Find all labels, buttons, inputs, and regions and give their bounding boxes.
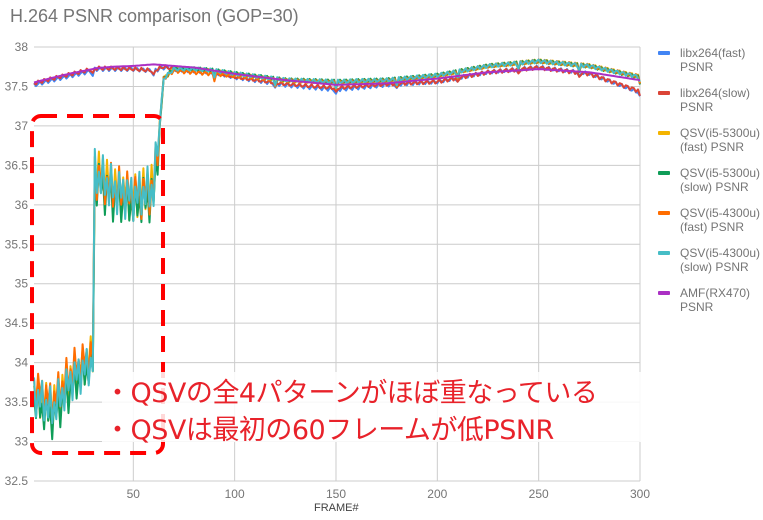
series-line bbox=[33, 63, 641, 86]
legend-item-qsv-4300u-slow[interactable]: QSV(i5-4300u) (slow) PSNR bbox=[658, 246, 763, 286]
svg-text:37: 37 bbox=[15, 119, 29, 133]
svg-text:36.5: 36.5 bbox=[5, 158, 29, 172]
svg-text:37.5: 37.5 bbox=[5, 79, 29, 93]
legend-swatch-icon bbox=[658, 131, 670, 135]
svg-text:32.5: 32.5 bbox=[5, 474, 29, 488]
svg-text:34.5: 34.5 bbox=[5, 316, 29, 330]
svg-text:33: 33 bbox=[15, 435, 29, 449]
legend-item-qsv-5300u-slow[interactable]: QSV(i5-5300u) (slow) PSNR bbox=[658, 166, 763, 206]
svg-text:50: 50 bbox=[127, 487, 141, 501]
chart-title: H.264 PSNR comparison (GOP=30) bbox=[10, 6, 299, 26]
annotation-line-1: ・QSVの全4パターンがほぼ重なっている bbox=[104, 378, 598, 409]
svg-text:33.5: 33.5 bbox=[5, 395, 29, 409]
legend-swatch-icon bbox=[658, 251, 670, 255]
legend-label: QSV(i5-5300u) (fast) PSNR bbox=[680, 126, 761, 154]
y-axis-ticks: 32.5 33 33.5 34 34.5 35 35.5 36 36.5 37 37.5 38 bbox=[5, 40, 29, 488]
legend-swatch-icon bbox=[658, 211, 670, 215]
x-axis-label: FRAME# bbox=[314, 502, 359, 514]
legend-swatch-icon bbox=[658, 91, 670, 95]
svg-text:150: 150 bbox=[326, 487, 346, 501]
svg-text:38: 38 bbox=[15, 40, 29, 54]
legend-item-amf-rx470[interactable]: AMF(RX470) PSNR bbox=[658, 286, 763, 326]
annotation-background bbox=[102, 372, 650, 442]
svg-text:250: 250 bbox=[529, 487, 549, 501]
highlight-box bbox=[30, 114, 165, 455]
legend-label: QSV(i5-5300u) (slow) PSNR bbox=[680, 166, 761, 194]
svg-text:100: 100 bbox=[225, 487, 245, 501]
annotation-line-2: ・QSVは最初の60フレームが低PSNR bbox=[104, 415, 554, 446]
legend-label: libx264(fast) PSNR bbox=[680, 46, 746, 74]
series-line bbox=[33, 58, 641, 424]
legend-item-libx264-slow[interactable]: libx264(slow) PSNR bbox=[658, 86, 763, 126]
legend-swatch-icon bbox=[658, 51, 670, 55]
legend-item-qsv-4300u-fast[interactable]: QSV(i5-4300u) (fast) PSNR bbox=[658, 206, 763, 246]
series-lines bbox=[33, 58, 641, 441]
svg-text:34: 34 bbox=[15, 356, 29, 370]
legend-swatch-icon bbox=[658, 171, 670, 175]
svg-text:36: 36 bbox=[15, 198, 29, 212]
legend-label: QSV(i5-4300u) (slow) PSNR bbox=[680, 246, 761, 274]
legend: libx264(fast) PSNR libx264(slow) PSNR QS… bbox=[658, 46, 763, 326]
legend-swatch-icon bbox=[658, 291, 670, 295]
legend-label: QSV(i5-4300u) (fast) PSNR bbox=[680, 206, 761, 234]
legend-item-qsv-5300u-fast[interactable]: QSV(i5-5300u) (fast) PSNR bbox=[658, 126, 763, 166]
svg-text:200: 200 bbox=[427, 487, 447, 501]
legend-label: libx264(slow) PSNR bbox=[680, 86, 751, 114]
svg-text:35: 35 bbox=[15, 277, 29, 291]
svg-text:35.5: 35.5 bbox=[5, 237, 29, 251]
legend-item-libx264-fast[interactable]: libx264(fast) PSNR bbox=[658, 46, 763, 86]
x-axis-ticks: 50 100 150 200 250 300 bbox=[127, 487, 651, 501]
legend-label: AMF(RX470) PSNR bbox=[680, 286, 751, 314]
svg-text:300: 300 bbox=[630, 487, 650, 501]
